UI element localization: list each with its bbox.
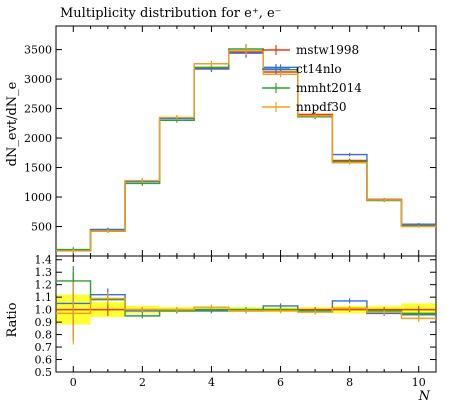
- main-frame: [55, 25, 437, 257]
- ratio-y-tick-label: 0.9: [35, 316, 53, 329]
- ratio-y-tick-label: 0.8: [35, 329, 53, 342]
- ratio-y-axis-label: Ratio: [5, 302, 20, 337]
- main-y-tick-label: 3000: [24, 73, 52, 86]
- legend-label-mmht2014: mmht2014: [296, 81, 362, 95]
- legend-label-ct14nlo: ct14nlo: [296, 62, 342, 76]
- x-tick-label: 10: [412, 376, 426, 389]
- main-y-tick-label: 500: [31, 221, 52, 234]
- ratio-panel: 0.50.60.70.80.91.01.11.21.31.4 0 2 4 6 8 10: [35, 254, 437, 389]
- x-tick-label: 2: [139, 376, 146, 389]
- x-axis-label: N: [418, 389, 431, 404]
- main-series-line-mmht2014: [56, 48, 436, 251]
- main-y-tick-label: 2000: [24, 132, 52, 145]
- ratio-y-tick-label: 1.0: [35, 304, 53, 317]
- legend: mstw1998 ct14nlo mmht2014 nnpdf30: [262, 43, 362, 114]
- ratio-y-tick-label: 1.3: [35, 266, 53, 279]
- ratio-y-tick-label: 0.5: [35, 366, 53, 379]
- legend-label-mstw1998: mstw1998: [296, 43, 359, 57]
- ratio-y-tick-label: 0.7: [35, 341, 53, 354]
- main-y-tick-label: 3500: [24, 44, 52, 57]
- main-y-tick-label: 1500: [24, 162, 52, 175]
- main-y-axis-label: dN_evt/dN_e: [5, 81, 20, 166]
- x-tick-label: 0: [70, 376, 77, 389]
- main-series-line-mstw1998: [56, 51, 436, 252]
- x-tick-label: 4: [208, 376, 215, 389]
- main-y-tick-label: 1000: [24, 191, 52, 204]
- x-tick-label: 6: [277, 376, 284, 389]
- ratio-y-tick-label: 1.2: [35, 279, 53, 292]
- main-y-tick-label: 2500: [24, 103, 52, 116]
- ratio-series-line-ct14nlo: [56, 293, 436, 316]
- ratio-y-tick-label: 0.6: [35, 354, 53, 367]
- x-tick-label: 8: [346, 376, 353, 389]
- main-series-line-nnpdf30: [56, 50, 436, 252]
- ratio-y-tick-label: 1.4: [35, 254, 53, 267]
- main-series-line-ct14nlo: [56, 52, 436, 252]
- ratio-y-tick-label: 1.1: [35, 291, 53, 304]
- legend-label-nnpdf30: nnpdf30: [296, 100, 347, 114]
- chart-title: Multiplicity distribution for e⁺, e⁻: [60, 6, 282, 21]
- main-panel: 500 1000 1500 2000 2500 3000 3500: [24, 25, 437, 257]
